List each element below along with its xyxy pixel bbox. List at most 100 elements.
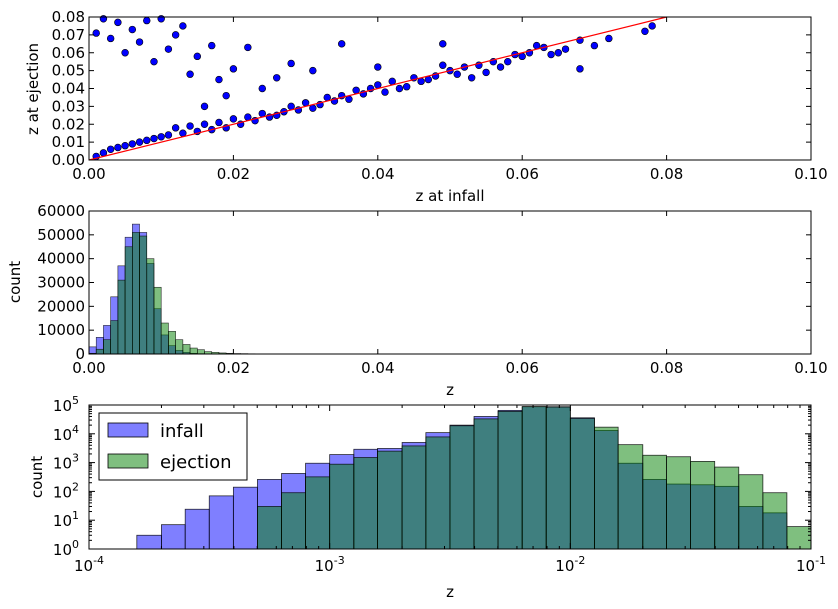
log-histogram-bar-ejection [425,436,451,550]
scatter-point [554,49,562,57]
histogram-bar-ejection [182,344,191,355]
scatter-point [208,41,216,50]
histogram-bar-ejection [95,348,104,355]
histogram-bar-infall [88,346,97,355]
log-histogram-x-tick-label: 10-3 [315,554,345,575]
log-histogram-x-axis-label: z [446,583,454,601]
log-histogram-x-ticks: 10-4 10-3 10-2 10-1 [74,405,826,575]
scatter-point [179,22,187,30]
log-histogram-bar-infall [232,486,258,550]
scatter-point [381,88,389,96]
scatter-point [215,75,223,84]
scatter-point [374,63,382,71]
scatter-point [467,74,476,82]
log-histogram-y-tick-label: 100 [53,538,79,559]
histogram-bar-ejection [160,322,169,355]
scatter-point [114,143,122,152]
histogram-bar-ejection [175,339,184,355]
log-histogram-y-tick-label: 105 [53,394,79,415]
log-histogram-bar-ejection [714,466,740,550]
scatter-point [186,70,194,78]
log-histogram-x-tick-label: 10-1 [796,554,826,575]
scatter-y-tick-label: 0.03 [52,97,85,115]
scatter-x-tick-label: 0.02 [217,165,250,183]
scatter-point [402,83,411,91]
log-histogram-bar-ejection [762,492,788,550]
scatter-point [171,124,180,132]
scatter-point [92,29,100,37]
linear-histogram-x-ticks: 0.00 0.02 0.04 0.06 0.08 0.10 [72,211,828,377]
scatter-point [229,65,238,73]
scatter-x-tick-label: 0.10 [794,165,827,183]
histogram-bar-ejection [197,349,205,355]
scatter-point [157,133,165,141]
log-histogram-y-ticks: 100 101 102 103 104 105 [53,394,811,559]
legend-swatch-ejection [107,453,149,469]
log-histogram-bar-infall [208,495,234,550]
scatter-point [121,142,129,150]
scatter-point [215,118,223,127]
log-histogram-bar-ejection [353,457,378,550]
log-histogram-bars [136,406,812,550]
scatter-point [561,45,570,53]
linear-histogram-y-tick-label: 30000 [37,274,85,292]
linear-histogram-y-tick-label: 20000 [37,297,85,315]
log-histogram-bar-ejection [473,418,499,550]
histogram-bar-ejection [189,347,198,355]
scatter-panel: 0.00 0.02 0.04 0.06 0.08 0.10 0.000.010.020.0… [24,8,828,205]
linear-histogram-x-tick-label: 0.08 [650,359,683,377]
scatter-y-tick-label: 0.00 [52,151,85,169]
scatter-point [200,120,209,128]
log-histogram-bar-ejection [642,454,667,550]
log-histogram-bar-ejection [449,425,475,550]
scatter-x-tick-label: 0.04 [361,165,394,183]
scatter-point [648,22,656,30]
scatter-point [186,122,194,130]
scatter-point [547,50,555,59]
scatter-point [143,16,151,25]
scatter-point [135,138,144,146]
log-histogram-bar-ejection [521,406,547,550]
scatter-y-ticks: 0.000.010.020.030.040.050.060.070.08 [52,8,811,169]
scatter-point [150,57,158,66]
legend-label-ejection: ejection [160,452,232,473]
scatter-point [338,40,346,48]
log-histogram-bar-infall [161,524,186,550]
log-histogram-bar-ejection [257,506,282,550]
scatter-point [273,74,281,82]
log-histogram-bar-ejection [569,418,595,550]
scatter-point [114,18,122,27]
scatter-point [439,40,447,48]
log-histogram-bar-infall [184,508,210,550]
linear-histogram-y-axis-label: count [6,261,24,303]
log-histogram-x-tick-label: 10-4 [74,554,104,575]
histogram-bar-ejection [110,320,119,355]
scatter-y-tick-label: 0.07 [52,26,85,44]
scatter-point [164,45,173,53]
scatter-point [171,31,180,39]
log-histogram-y-tick-label: 103 [53,452,79,473]
scatter-point [482,68,490,77]
scatter-point [106,34,115,43]
scatter-y-tick-label: 0.08 [52,8,85,26]
linear-histogram-x-tick-label: 0.10 [794,359,827,377]
linear-histogram-y-tick-label: 40000 [37,250,85,268]
histogram-bar-ejection [103,339,111,355]
scatter-point [309,66,317,75]
linear-histogram-y-ticks: 0 10000 20000 30000 40000 50000 60000 [37,202,811,363]
scatter-point [150,134,158,143]
histogram-bar-ejection [168,331,176,355]
scatter-y-tick-label: 0.02 [52,115,85,133]
scatter-point [641,27,649,35]
log-histogram-y-tick-label: 104 [53,423,79,444]
linear-histogram-x-tick-label: 0.02 [217,359,250,377]
scatter-point [229,115,238,123]
scatter-x-ticks: 0.00 0.02 0.04 0.06 0.08 0.10 [72,17,828,183]
scatter-point [258,84,266,93]
reference-line [88,16,667,161]
log-histogram-bar-ejection [497,410,523,550]
linear-histogram-x-tick-label: 0.04 [361,359,394,377]
log-histogram-x-tick-label: 10-2 [555,554,585,575]
log-histogram-frame [88,404,812,550]
